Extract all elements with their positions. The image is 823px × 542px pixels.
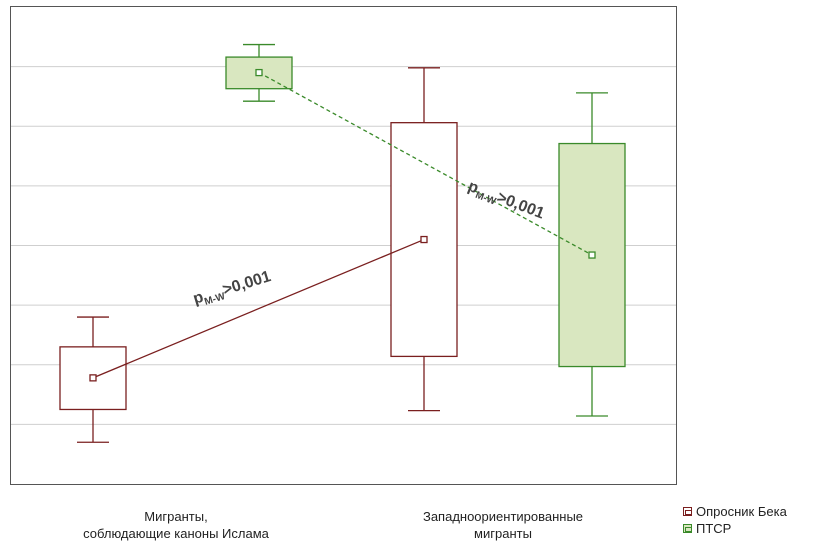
mean-connector bbox=[258, 72, 593, 256]
series-beck bbox=[59, 67, 458, 443]
x-category-1-line2: соблюдающие каноны Ислама bbox=[83, 526, 269, 541]
ptsd-box-icon bbox=[683, 524, 692, 533]
mean-marker-2 bbox=[420, 235, 428, 244]
x-category-2-line1: Западноориентированные bbox=[422, 509, 584, 524]
legend-label-ptsd: ПТСР bbox=[696, 521, 732, 536]
x-category-label-1: Мигранты, соблюдающие каноны Ислама bbox=[83, 508, 269, 542]
x-category-1-line1: Мигранты, bbox=[144, 509, 208, 524]
mean-marker-2 bbox=[588, 251, 596, 259]
series-ptsd bbox=[225, 43, 626, 417]
legend[interactable]: Опросник Бека ПТСР bbox=[683, 503, 787, 537]
mean-marker-1 bbox=[89, 374, 97, 382]
series-layer bbox=[59, 43, 626, 443]
x-category-label-2: Западноориентированные мигранты bbox=[423, 508, 583, 542]
mean-marker-1 bbox=[255, 68, 263, 77]
x-category-2-line2: мигранты bbox=[474, 526, 532, 541]
legend-label-beck: Опросник Бека bbox=[696, 504, 787, 519]
mean-connector bbox=[92, 238, 425, 379]
beck-box-icon bbox=[683, 507, 692, 516]
legend-item-ptsd[interactable]: ПТСР bbox=[683, 520, 787, 537]
legend-item-beck[interactable]: Опросник Бека bbox=[683, 503, 787, 520]
